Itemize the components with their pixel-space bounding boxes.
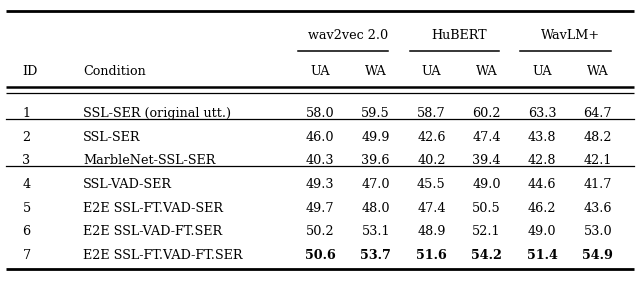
Text: 53.0: 53.0 xyxy=(584,225,612,238)
Text: 52.1: 52.1 xyxy=(472,225,500,238)
Text: 50.2: 50.2 xyxy=(306,225,334,238)
Text: UA: UA xyxy=(422,65,441,78)
Text: 39.6: 39.6 xyxy=(362,154,390,167)
Text: 46.0: 46.0 xyxy=(306,131,334,144)
Text: 51.4: 51.4 xyxy=(527,249,557,262)
Text: 48.2: 48.2 xyxy=(584,131,612,144)
Text: 47.4: 47.4 xyxy=(472,131,500,144)
Text: 45.5: 45.5 xyxy=(417,178,445,191)
Text: 48.9: 48.9 xyxy=(417,225,445,238)
Text: 46.2: 46.2 xyxy=(528,201,556,215)
Text: 7: 7 xyxy=(22,249,31,262)
Text: 53.7: 53.7 xyxy=(360,249,391,262)
Text: 40.3: 40.3 xyxy=(306,154,334,167)
Text: 40.2: 40.2 xyxy=(417,154,445,167)
Text: SSL-SER (original utt.): SSL-SER (original utt.) xyxy=(83,107,231,120)
Text: 54.9: 54.9 xyxy=(582,249,613,262)
Text: 43.8: 43.8 xyxy=(528,131,556,144)
Text: 6: 6 xyxy=(22,225,31,238)
Text: 43.6: 43.6 xyxy=(584,201,612,215)
Text: 49.3: 49.3 xyxy=(306,178,334,191)
Text: 58.7: 58.7 xyxy=(417,107,445,120)
Text: 49.0: 49.0 xyxy=(472,178,500,191)
Text: 60.2: 60.2 xyxy=(472,107,500,120)
Text: 50.5: 50.5 xyxy=(472,201,500,215)
Text: 5: 5 xyxy=(22,201,31,215)
Text: 49.9: 49.9 xyxy=(362,131,390,144)
Text: 3: 3 xyxy=(22,154,31,167)
Text: 42.6: 42.6 xyxy=(417,131,445,144)
Text: 49.0: 49.0 xyxy=(528,225,556,238)
Text: 50.6: 50.6 xyxy=(305,249,335,262)
Text: 59.5: 59.5 xyxy=(362,107,390,120)
Text: 64.7: 64.7 xyxy=(584,107,612,120)
Text: E2E SSL-FT.VAD-FT.SER: E2E SSL-FT.VAD-FT.SER xyxy=(83,249,243,262)
Text: E2E SSL-FT.VAD-SER: E2E SSL-FT.VAD-SER xyxy=(83,201,223,215)
Text: UA: UA xyxy=(532,65,552,78)
Text: 47.4: 47.4 xyxy=(417,201,445,215)
Text: 63.3: 63.3 xyxy=(528,107,556,120)
Text: 58.0: 58.0 xyxy=(306,107,334,120)
Text: 42.1: 42.1 xyxy=(584,154,612,167)
Text: 54.2: 54.2 xyxy=(471,249,502,262)
Text: 1: 1 xyxy=(22,107,31,120)
Text: UA: UA xyxy=(310,65,330,78)
Text: WavLM+: WavLM+ xyxy=(541,29,600,42)
Text: MarbleNet-SSL-SER: MarbleNet-SSL-SER xyxy=(83,154,216,167)
Text: 2: 2 xyxy=(22,131,31,144)
Text: 48.0: 48.0 xyxy=(362,201,390,215)
Text: SSL-VAD-SER: SSL-VAD-SER xyxy=(83,178,172,191)
Text: 53.1: 53.1 xyxy=(362,225,390,238)
Text: 41.7: 41.7 xyxy=(584,178,612,191)
Text: 47.0: 47.0 xyxy=(362,178,390,191)
Text: HuBERT: HuBERT xyxy=(431,29,487,42)
Text: ID: ID xyxy=(22,65,38,78)
Text: 4: 4 xyxy=(22,178,31,191)
Text: 39.4: 39.4 xyxy=(472,154,500,167)
Text: 44.6: 44.6 xyxy=(528,178,556,191)
Text: WA: WA xyxy=(365,65,387,78)
Text: wav2vec 2.0: wav2vec 2.0 xyxy=(308,29,388,42)
Text: SSL-SER: SSL-SER xyxy=(83,131,141,144)
Text: E2E SSL-VAD-FT.SER: E2E SSL-VAD-FT.SER xyxy=(83,225,222,238)
Text: 49.7: 49.7 xyxy=(306,201,334,215)
Text: 51.6: 51.6 xyxy=(416,249,447,262)
Text: 42.8: 42.8 xyxy=(528,154,556,167)
Text: Condition: Condition xyxy=(83,65,146,78)
Text: WA: WA xyxy=(587,65,609,78)
Text: WA: WA xyxy=(476,65,497,78)
